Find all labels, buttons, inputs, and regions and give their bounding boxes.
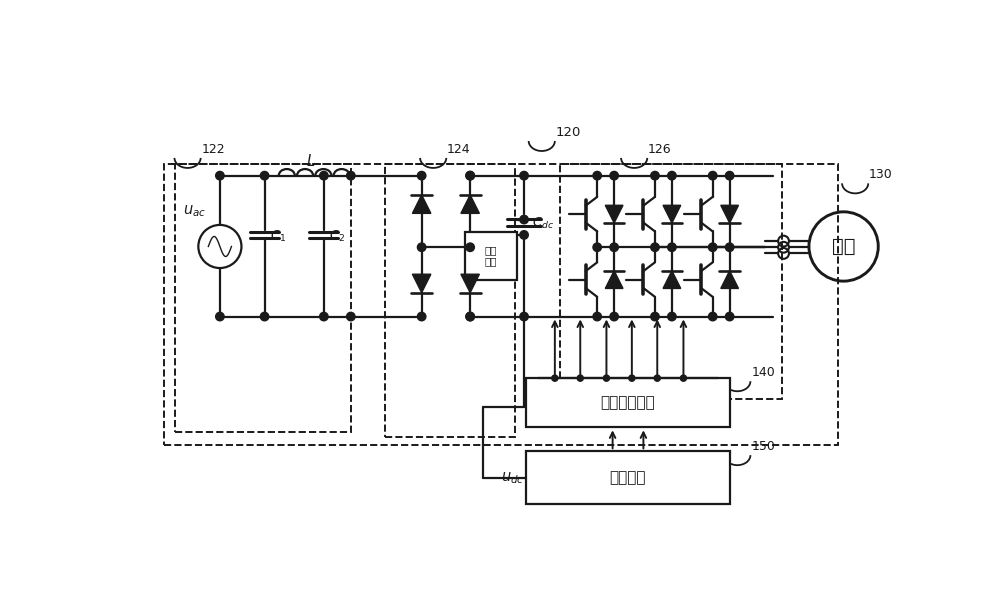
- Polygon shape: [412, 195, 431, 213]
- Polygon shape: [663, 205, 681, 223]
- Circle shape: [320, 312, 328, 321]
- Text: 126: 126: [648, 142, 672, 155]
- Polygon shape: [461, 195, 479, 213]
- Circle shape: [520, 171, 528, 180]
- Circle shape: [552, 375, 558, 381]
- Circle shape: [593, 243, 601, 252]
- Circle shape: [593, 312, 601, 321]
- Circle shape: [668, 312, 676, 321]
- Circle shape: [466, 243, 474, 252]
- Text: 电压
检测: 电压 检测: [485, 245, 497, 267]
- Bar: [465, 232, 517, 280]
- Circle shape: [708, 171, 717, 180]
- Circle shape: [629, 375, 635, 381]
- Bar: [560, 164, 782, 399]
- Circle shape: [216, 312, 224, 321]
- Circle shape: [216, 171, 224, 180]
- Circle shape: [603, 375, 610, 381]
- Polygon shape: [461, 274, 479, 293]
- Bar: [164, 164, 838, 445]
- Bar: [526, 452, 730, 505]
- Polygon shape: [721, 271, 738, 288]
- Circle shape: [417, 243, 426, 252]
- Circle shape: [347, 312, 355, 321]
- Circle shape: [725, 243, 734, 252]
- Circle shape: [466, 171, 474, 180]
- Text: 130: 130: [869, 168, 893, 181]
- Circle shape: [668, 171, 676, 180]
- Text: 120: 120: [556, 126, 581, 139]
- Circle shape: [651, 171, 659, 180]
- Bar: [175, 164, 351, 432]
- Circle shape: [520, 312, 528, 321]
- Text: 150: 150: [751, 440, 775, 453]
- Polygon shape: [605, 271, 623, 288]
- Text: 122: 122: [201, 142, 225, 155]
- Circle shape: [417, 171, 426, 180]
- Polygon shape: [605, 205, 623, 223]
- Circle shape: [466, 312, 474, 321]
- Circle shape: [610, 171, 618, 180]
- Circle shape: [593, 171, 601, 180]
- Circle shape: [651, 312, 659, 321]
- Circle shape: [260, 171, 269, 180]
- Circle shape: [320, 171, 328, 180]
- Circle shape: [708, 312, 717, 321]
- Circle shape: [654, 375, 660, 381]
- Circle shape: [725, 312, 734, 321]
- Circle shape: [260, 312, 269, 321]
- Text: $L$: $L$: [306, 152, 315, 168]
- Circle shape: [708, 243, 717, 252]
- Circle shape: [680, 375, 687, 381]
- Circle shape: [610, 312, 618, 321]
- Circle shape: [466, 312, 474, 321]
- Circle shape: [668, 243, 676, 252]
- Text: 124: 124: [447, 142, 471, 155]
- Bar: [385, 164, 515, 437]
- Text: 控制模块: 控制模块: [610, 470, 646, 485]
- Text: $C_2$: $C_2$: [329, 229, 345, 243]
- Circle shape: [610, 243, 618, 252]
- Text: $u_{ac}$: $u_{ac}$: [183, 203, 206, 219]
- Polygon shape: [721, 205, 738, 223]
- Text: $C_1$: $C_1$: [270, 229, 286, 243]
- Text: 140: 140: [751, 366, 775, 379]
- Circle shape: [577, 375, 583, 381]
- Text: 电机: 电机: [832, 237, 855, 256]
- Circle shape: [466, 171, 474, 180]
- Text: $C_{dc}$: $C_{dc}$: [532, 216, 554, 230]
- Circle shape: [651, 243, 659, 252]
- Text: $u_{dc}$: $u_{dc}$: [501, 470, 524, 486]
- Polygon shape: [663, 271, 681, 288]
- Bar: [526, 378, 730, 427]
- Text: 脉宽调制模块: 脉宽调制模块: [601, 395, 655, 410]
- Circle shape: [520, 230, 528, 239]
- Circle shape: [725, 171, 734, 180]
- Circle shape: [347, 171, 355, 180]
- Circle shape: [417, 312, 426, 321]
- Circle shape: [520, 215, 528, 224]
- Polygon shape: [412, 274, 431, 293]
